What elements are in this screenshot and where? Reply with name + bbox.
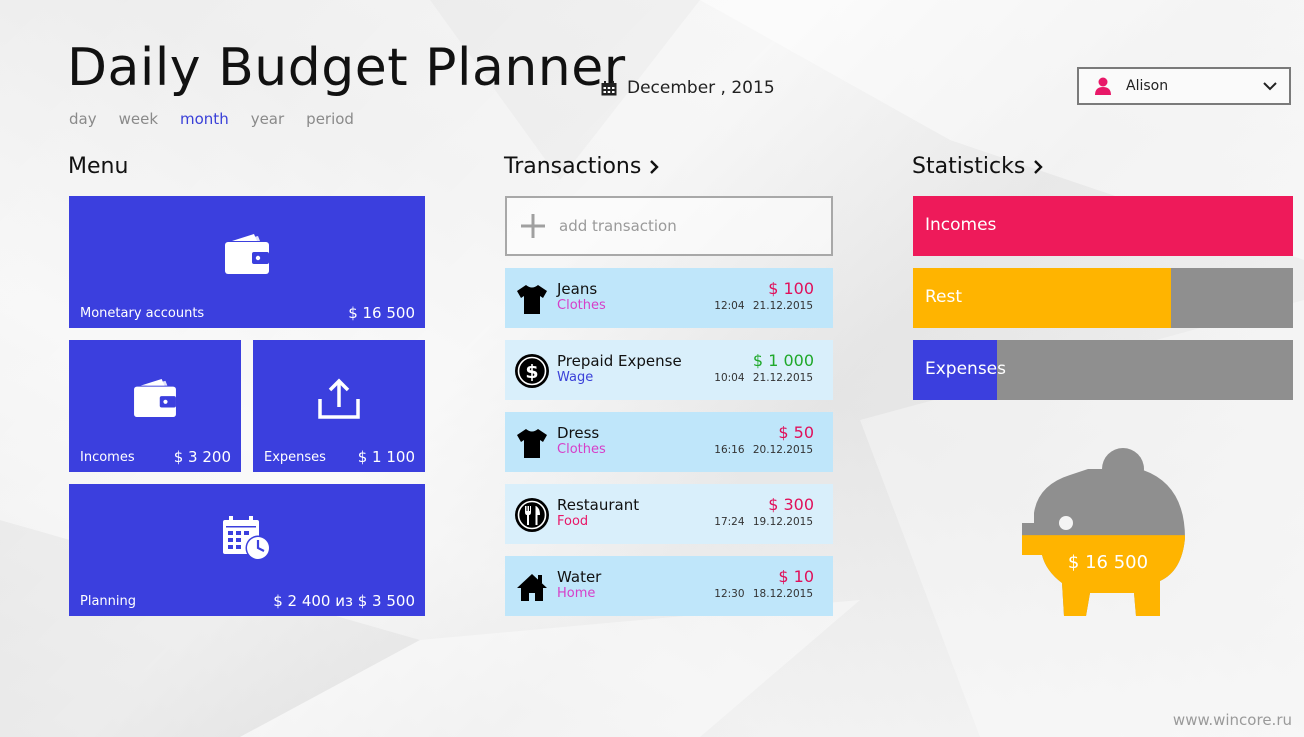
expenses-tile[interactable]: Expenses $ 1 100 xyxy=(253,340,425,472)
transaction-name: Restaurant xyxy=(557,496,640,514)
transaction-amount: $ 100 xyxy=(768,279,814,298)
current-date: December , 2015 xyxy=(627,78,775,98)
statistics-heading[interactable]: Statisticks xyxy=(912,154,1044,179)
transaction-date: 21.12.2015 xyxy=(752,372,813,384)
expenses-value: $ 1 100 xyxy=(357,448,415,466)
house-icon xyxy=(517,574,547,601)
transaction-datetime: 10:04 21.12.2015 xyxy=(714,372,813,384)
planning-value: $ 2 400 из $ 3 500 xyxy=(273,592,415,610)
transaction-category: Home xyxy=(557,586,596,601)
stat-label: Expenses xyxy=(925,359,1006,379)
stat-bar-rest[interactable]: Rest xyxy=(913,268,1293,328)
stat-fill xyxy=(913,196,1293,256)
tab-day[interactable]: day xyxy=(69,110,97,128)
stat-label: Incomes xyxy=(925,215,997,235)
stat-label: Rest xyxy=(925,287,963,307)
wallet-icon xyxy=(134,378,176,418)
transaction-name: Jeans xyxy=(557,280,598,298)
chevron-down-icon xyxy=(1263,82,1277,91)
tab-week[interactable]: week xyxy=(118,110,159,128)
transaction-amount: $ 1 000 xyxy=(752,351,814,370)
monetary-accounts-tile[interactable]: Monetary accounts $ 16 500 xyxy=(69,196,425,328)
date-picker[interactable]: December , 2015 xyxy=(601,78,775,98)
wallet-icon xyxy=(225,234,269,274)
transaction-datetime: 12:04 21.12.2015 xyxy=(714,300,813,312)
transaction-time: 12:30 xyxy=(714,588,745,600)
transaction-item[interactable]: Dress Clothes $ 50 16:16 20.12.2015 xyxy=(505,412,833,472)
transaction-date: 19.12.2015 xyxy=(752,516,813,528)
transaction-name: Water xyxy=(557,568,602,586)
transaction-datetime: 17:24 19.12.2015 xyxy=(714,516,813,528)
transaction-item[interactable]: $ Prepaid Expense Wage $ 1 000 10:04 21.… xyxy=(505,340,833,400)
transaction-amount: $ 50 xyxy=(778,423,814,442)
incomes-tile[interactable]: Incomes $ 3 200 xyxy=(69,340,241,472)
dollar-coin-icon: $ xyxy=(515,354,549,388)
transaction-category: Wage xyxy=(557,370,594,385)
add-transaction-label: add transaction xyxy=(559,217,677,235)
accounts-value: $ 16 500 xyxy=(348,304,415,322)
plus-icon xyxy=(521,214,545,238)
svg-text:$: $ xyxy=(525,361,538,383)
transaction-category: Food xyxy=(557,514,589,529)
chevron-right-icon xyxy=(650,159,660,174)
planning-label: Planning xyxy=(80,594,136,609)
tab-period[interactable]: period xyxy=(306,110,354,128)
transaction-category: Clothes xyxy=(557,298,606,313)
add-transaction-button[interactable]: add transaction xyxy=(505,196,833,256)
piggy-value: $ 16 500 xyxy=(1068,552,1148,573)
incomes-label: Incomes xyxy=(80,450,135,465)
piggy-bank: $ 16 500 xyxy=(1022,448,1185,616)
chevron-right-icon xyxy=(1034,159,1044,174)
expenses-label: Expenses xyxy=(264,450,326,465)
transaction-amount: $ 10 xyxy=(778,567,814,586)
transaction-item[interactable]: Jeans Clothes $ 100 12:04 21.12.2015 xyxy=(505,268,833,328)
transaction-time: 12:04 xyxy=(714,300,745,312)
transaction-date: 21.12.2015 xyxy=(752,300,813,312)
transaction-item[interactable]: Water Home $ 10 12:30 18.12.2015 xyxy=(505,556,833,616)
fork-knife-icon xyxy=(515,498,549,532)
transaction-time: 16:16 xyxy=(714,444,745,456)
tshirt-icon xyxy=(517,285,547,314)
user-name: Alison xyxy=(1126,78,1169,94)
user-icon xyxy=(1095,77,1111,95)
calendar-icon xyxy=(601,80,617,95)
transaction-date: 20.12.2015 xyxy=(752,444,813,456)
menu-heading: Menu xyxy=(68,154,128,179)
transaction-time: 17:24 xyxy=(714,516,745,528)
transactions-heading-label: Transactions xyxy=(504,154,642,179)
period-tabs: day week month year period xyxy=(69,110,354,128)
incomes-value: $ 3 200 xyxy=(173,448,231,466)
transaction-category: Clothes xyxy=(557,442,606,457)
statistics-heading-label: Statisticks xyxy=(912,154,1026,179)
stat-fill xyxy=(913,268,1172,328)
tab-month[interactable]: month xyxy=(180,110,229,128)
transaction-datetime: 16:16 20.12.2015 xyxy=(714,444,813,456)
transaction-time: 10:04 xyxy=(714,372,745,384)
tab-year[interactable]: year xyxy=(250,110,285,128)
planning-tile[interactable]: Planning $ 2 400 из $ 3 500 xyxy=(69,484,425,616)
transaction-item[interactable]: Restaurant Food $ 300 17:24 19.12.2015 xyxy=(505,484,833,544)
transaction-datetime: 12:30 18.12.2015 xyxy=(714,588,813,600)
accounts-label: Monetary accounts xyxy=(80,306,205,321)
user-dropdown[interactable]: Alison xyxy=(1077,67,1291,105)
calendar-clock-icon xyxy=(223,516,271,561)
menu-heading-label: Menu xyxy=(68,154,129,179)
transaction-amount: $ 300 xyxy=(768,495,814,514)
transaction-name: Prepaid Expense xyxy=(557,352,682,370)
transaction-name: Dress xyxy=(557,424,600,442)
tshirt-icon xyxy=(517,429,547,458)
watermark: www.wincore.ru xyxy=(1172,711,1292,729)
stat-fill xyxy=(913,340,997,400)
app-title: Daily Budget Planner xyxy=(67,38,626,98)
stat-bar-incomes[interactable]: Incomes xyxy=(913,196,1293,256)
transaction-date: 18.12.2015 xyxy=(752,588,813,600)
upload-icon xyxy=(318,378,360,419)
transactions-heading[interactable]: Transactions xyxy=(504,154,660,179)
stat-bar-expenses[interactable]: Expenses xyxy=(913,340,1293,400)
